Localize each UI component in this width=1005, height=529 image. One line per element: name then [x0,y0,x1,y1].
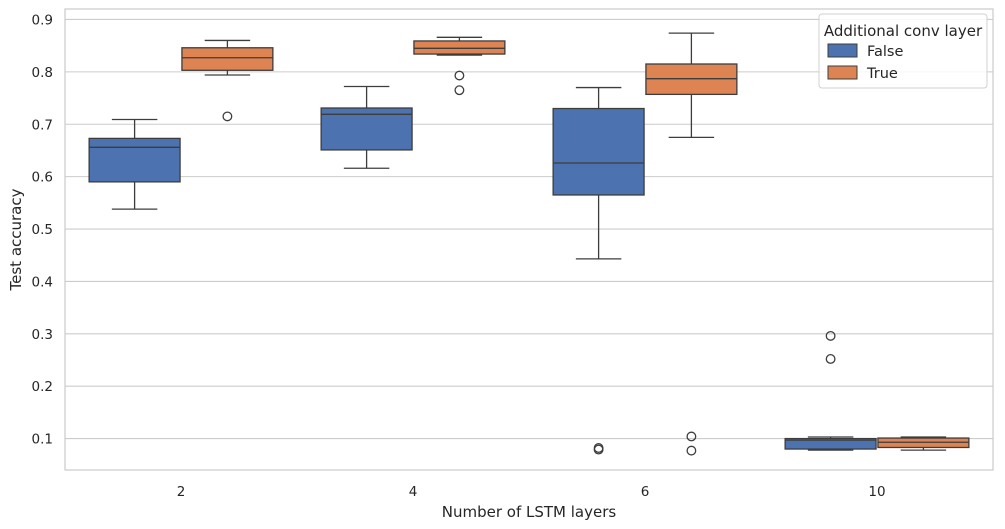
x-tick-label: 10 [868,484,885,500]
box-group [645,32,738,456]
legend-label: True [866,66,898,82]
box-iqr [320,107,413,151]
outlier-point [825,353,836,364]
axis-ticks: 0.1 0.2 0.3 0.4 0.5 0.6 0.7 0.8 0.9 2 4 6 10 [32,12,886,500]
box-group [552,86,645,455]
y-tick-label: 0.1 [32,432,53,448]
box-iqr [88,137,181,183]
x-tick-label: 6 [641,484,650,500]
grid-lines [65,18,993,440]
legend-label: False [867,44,903,60]
legend-title: Additional conv layer [824,22,983,40]
y-axis-label: Test accuracy [7,188,25,291]
box-group [784,330,877,451]
legend-frame [818,13,988,89]
box-iqr [784,437,877,450]
x-axis-label: Number of LSTM layers [442,503,617,521]
box-group [88,118,181,210]
y-tick-label: 0.2 [32,379,53,395]
box-group [877,436,970,451]
outlier-point [686,431,697,442]
outlier-point [454,70,465,81]
legend-entries: False True [827,43,903,82]
y-tick-label: 0.8 [32,65,53,81]
legend-swatch [827,65,858,80]
x-tick-label: 4 [409,484,418,500]
outlier-point [454,85,465,96]
legend: Additional conv layer False True [818,13,988,89]
outlier-point [686,445,697,456]
box-group [181,39,274,122]
plot-frame [64,8,994,471]
y-tick-label: 0.7 [32,117,53,133]
box-iqr [552,107,645,196]
y-tick-label: 0.6 [32,170,53,186]
y-tick-label: 0.4 [32,274,53,290]
y-tick-label: 0.5 [32,222,53,238]
y-tick-label: 0.3 [32,327,53,343]
box-group [320,85,413,169]
box-plots [88,32,970,456]
outlier-point [222,111,233,122]
legend-swatch [827,43,858,58]
outlier-point [825,330,836,341]
outlier-point [593,444,604,455]
box-iqr [413,40,506,55]
box-iqr [181,47,274,71]
x-tick-label: 2 [177,484,186,500]
box-group [413,36,506,96]
y-tick-label: 0.9 [32,12,53,28]
